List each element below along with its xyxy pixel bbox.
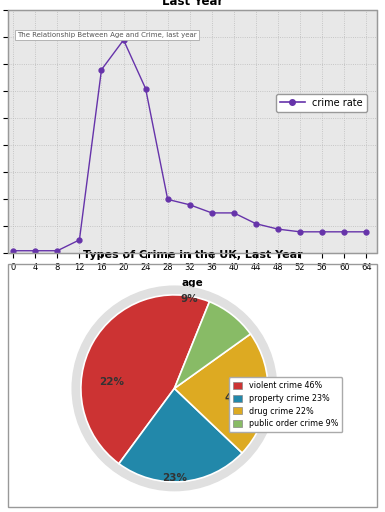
Wedge shape xyxy=(119,389,242,482)
Wedge shape xyxy=(174,302,251,389)
Title: Types of Crime in the UK, Last Year: Types of Crime in the UK, Last Year xyxy=(83,250,302,260)
Legend: crime rate: crime rate xyxy=(276,94,367,112)
Circle shape xyxy=(72,286,277,490)
Text: The Relationship Between Age and Crime, last year: The Relationship Between Age and Crime, … xyxy=(17,32,197,38)
Text: 22%: 22% xyxy=(100,377,125,387)
Text: 9%: 9% xyxy=(181,293,198,304)
Title: The Relationship Between Age and Crime,
Last Year: The Relationship Between Age and Crime, … xyxy=(53,0,332,8)
Wedge shape xyxy=(81,295,209,464)
Wedge shape xyxy=(174,334,268,453)
Text: 23%: 23% xyxy=(162,473,187,483)
Legend: violent crime 46%, property crime 23%, drug crime 22%, public order crime 9%: violent crime 46%, property crime 23%, d… xyxy=(229,377,342,432)
X-axis label: age: age xyxy=(182,278,203,288)
Text: 46%: 46% xyxy=(224,393,249,403)
